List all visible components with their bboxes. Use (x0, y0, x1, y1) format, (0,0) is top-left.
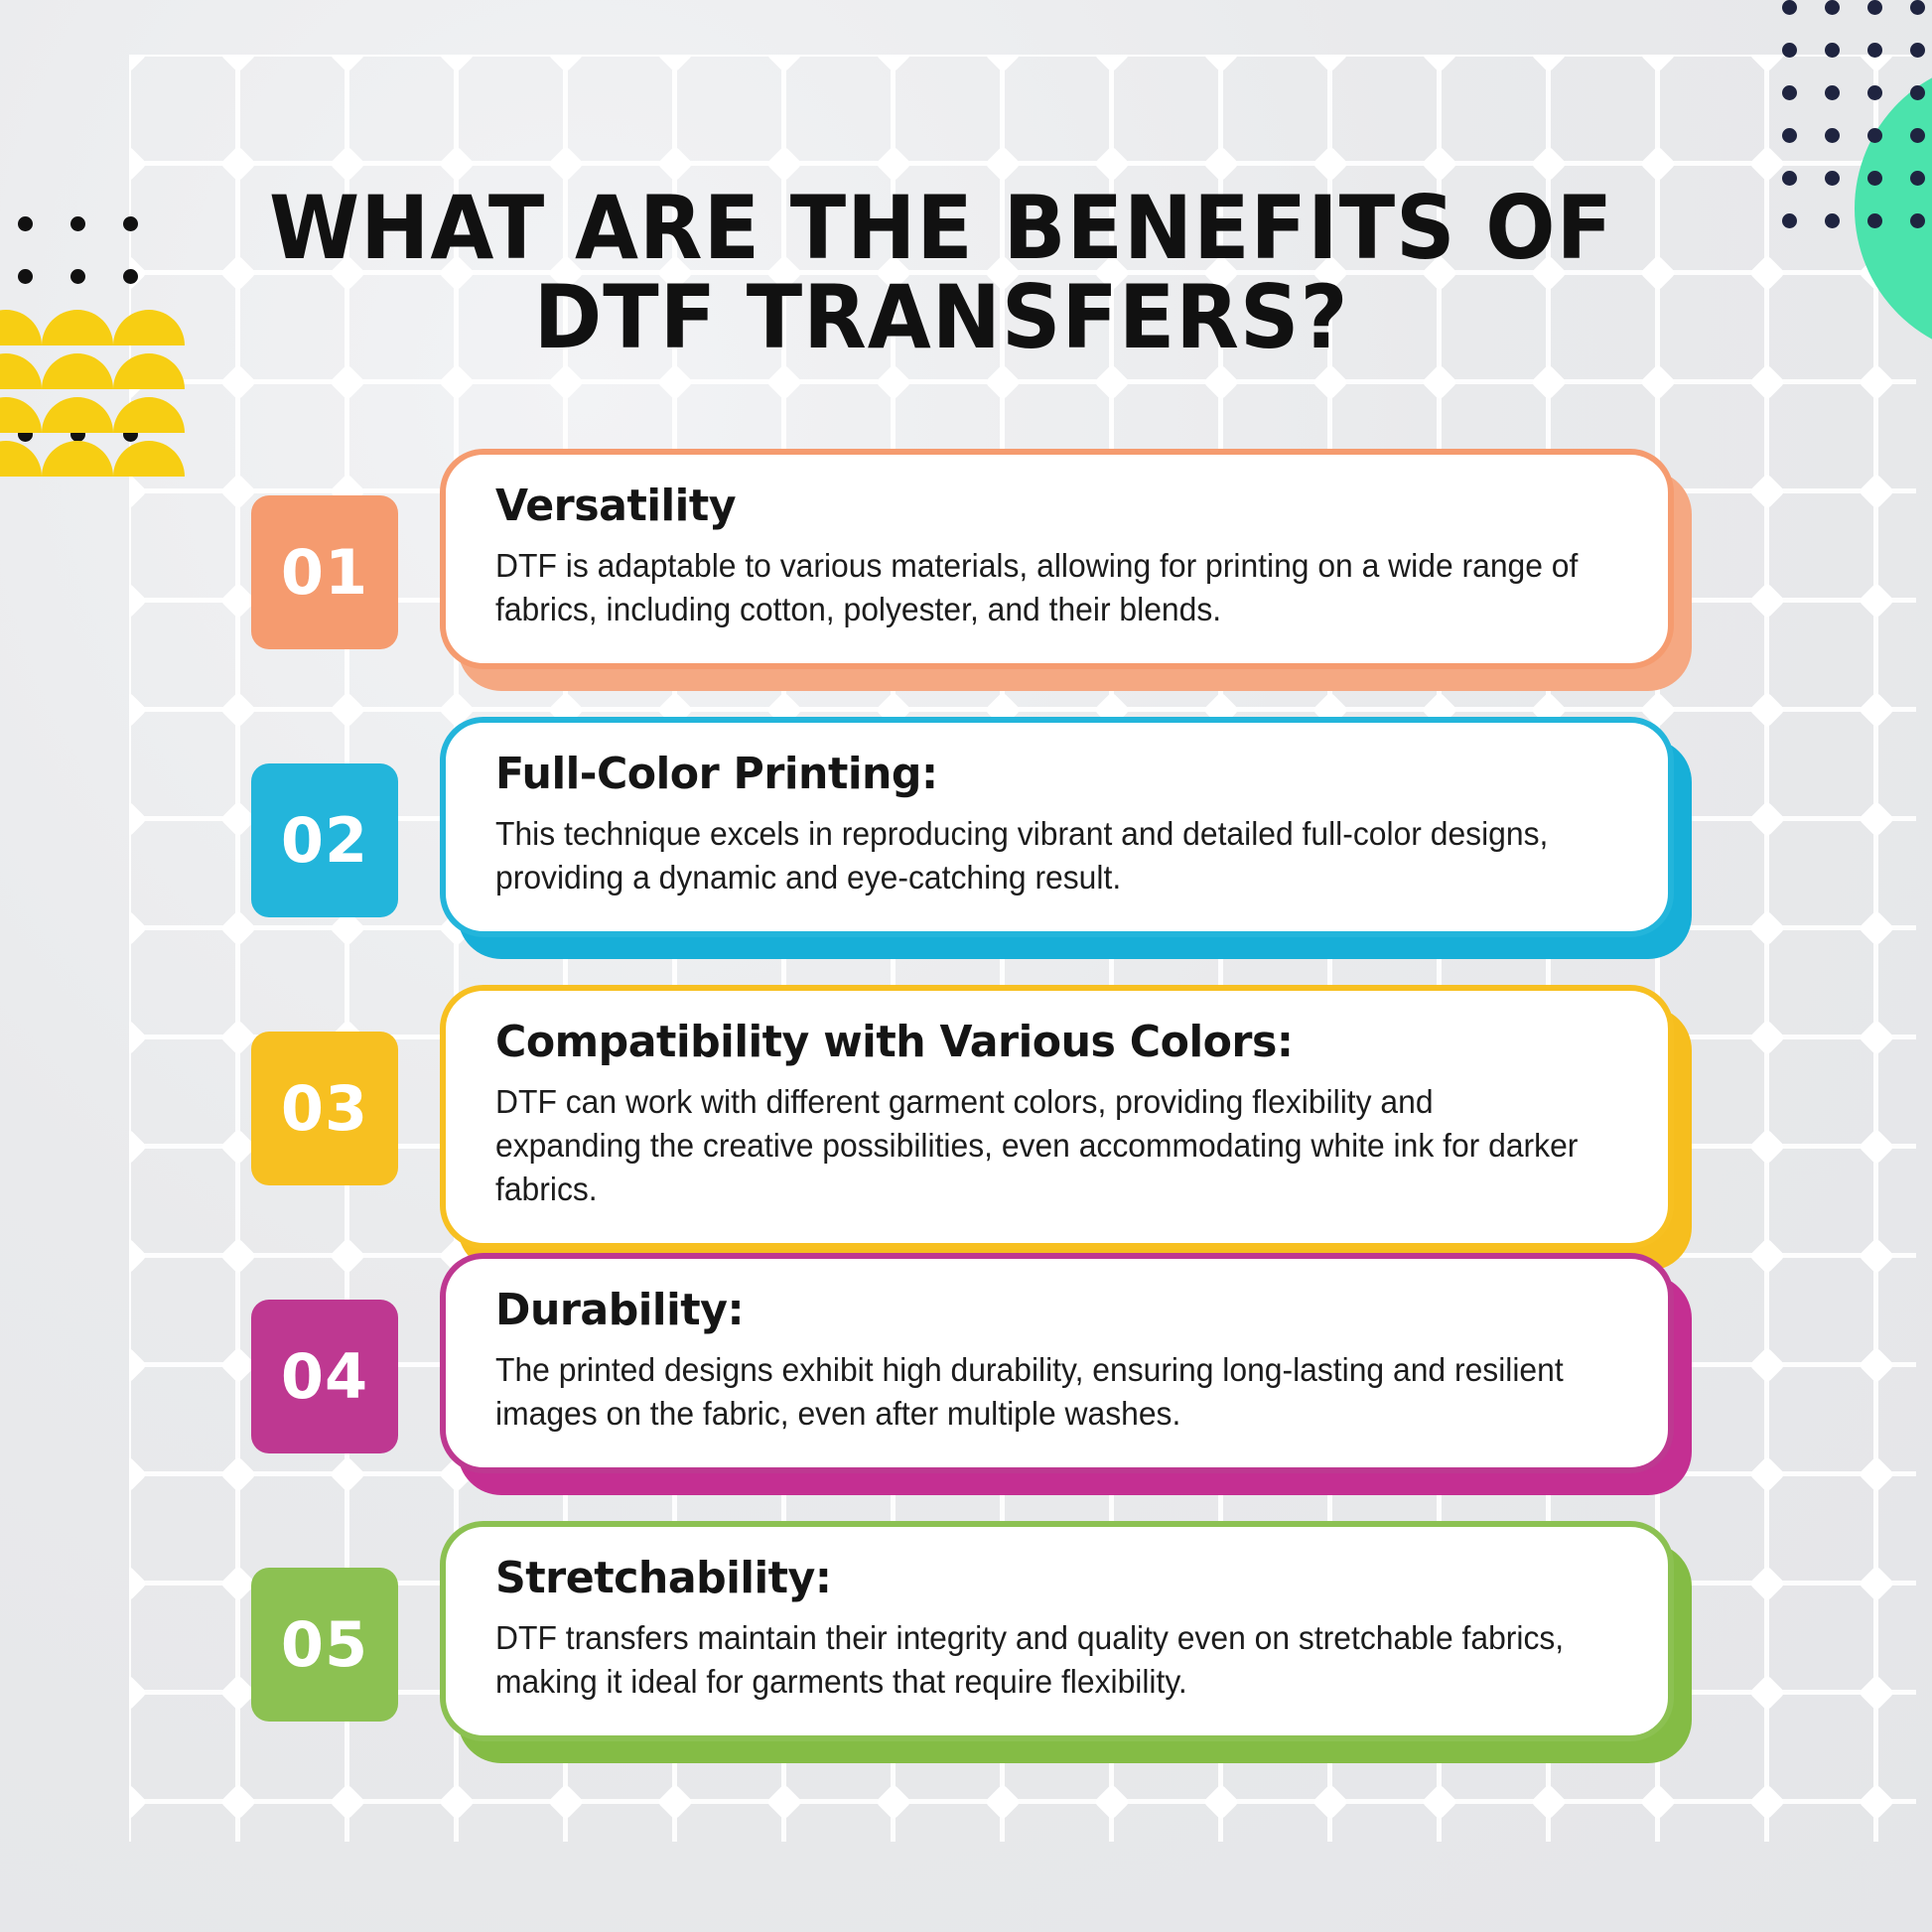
benefit-card-wrapper: Durability: The printed designs exhibit h… (440, 1253, 1692, 1496)
benefit-body: DTF is adaptable to various materials, a… (495, 547, 1579, 628)
dot-grid-left (18, 216, 138, 475)
benefit-number-badge: 05 (251, 1568, 398, 1722)
mint-circle-decoration (1855, 60, 1932, 357)
benefit-row: 02 Full-Color Printing: This technique exc… (0, 717, 1932, 985)
dot-grid-top-right (1782, 0, 1932, 228)
benefit-card: Full-Color Printing: This technique excel… (440, 717, 1674, 938)
benefit-row: 05 Stretchability: DTF transfers maintain … (0, 1521, 1932, 1789)
benefit-body: DTF can work with different garment colo… (495, 1083, 1579, 1208)
page-title: WHAT ARE THE BENEFITS OF DTF TRANSFERS? (268, 177, 1614, 368)
benefit-number-badge: 02 (251, 763, 398, 917)
benefit-body: DTF transfers maintain their integrity a… (495, 1619, 1565, 1701)
benefit-heading: Versatility (495, 481, 737, 531)
benefit-number-badge: 03 (251, 1032, 398, 1185)
benefit-number-badge: 01 (251, 495, 398, 649)
benefit-card: Versatility DTF is adaptable to various m… (440, 449, 1674, 670)
benefit-heading: Full-Color Printing: (495, 749, 938, 799)
benefit-card-wrapper: Stretchability: DTF transfers maintain th… (440, 1521, 1692, 1764)
benefit-row: 03 Compatibility with Various Colors: DTF … (0, 985, 1932, 1272)
benefit-heading: Compatibility with Various Colors: (495, 1017, 1294, 1067)
benefit-card-wrapper: Compatibility with Various Colors: DTF ca… (440, 985, 1692, 1272)
benefit-number-badge: 04 (251, 1300, 398, 1453)
benefit-heading: Stretchability: (495, 1553, 832, 1603)
benefit-card-wrapper: Versatility DTF is adaptable to various m… (440, 449, 1692, 692)
benefit-body: The printed designs exhibit high durabil… (495, 1351, 1564, 1433)
benefit-row: 01 Versatility DTF is adaptable to various… (0, 449, 1932, 717)
benefit-list: 01 Versatility DTF is adaptable to various… (0, 449, 1932, 1789)
benefit-card: Compatibility with Various Colors: DTF ca… (440, 985, 1674, 1250)
benefit-card-wrapper: Full-Color Printing: This technique excel… (440, 717, 1692, 960)
benefit-row: 04 Durability: The printed designs exhibit… (0, 1253, 1932, 1521)
benefit-heading: Durability: (495, 1285, 745, 1335)
benefit-card: Stretchability: DTF transfers maintain th… (440, 1521, 1674, 1742)
benefit-body: This technique excels in reproducing vib… (495, 815, 1549, 897)
benefit-card: Durability: The printed designs exhibit h… (440, 1253, 1674, 1474)
